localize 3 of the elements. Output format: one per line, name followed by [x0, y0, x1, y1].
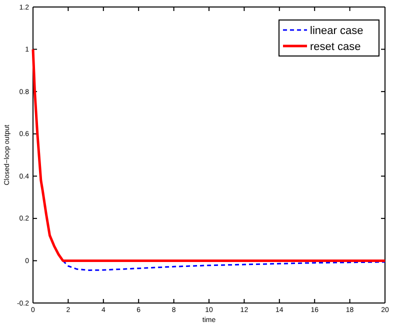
line-series	[62, 260, 386, 271]
legend-label: linear case	[310, 25, 364, 37]
legend-label: reset case	[310, 41, 361, 53]
